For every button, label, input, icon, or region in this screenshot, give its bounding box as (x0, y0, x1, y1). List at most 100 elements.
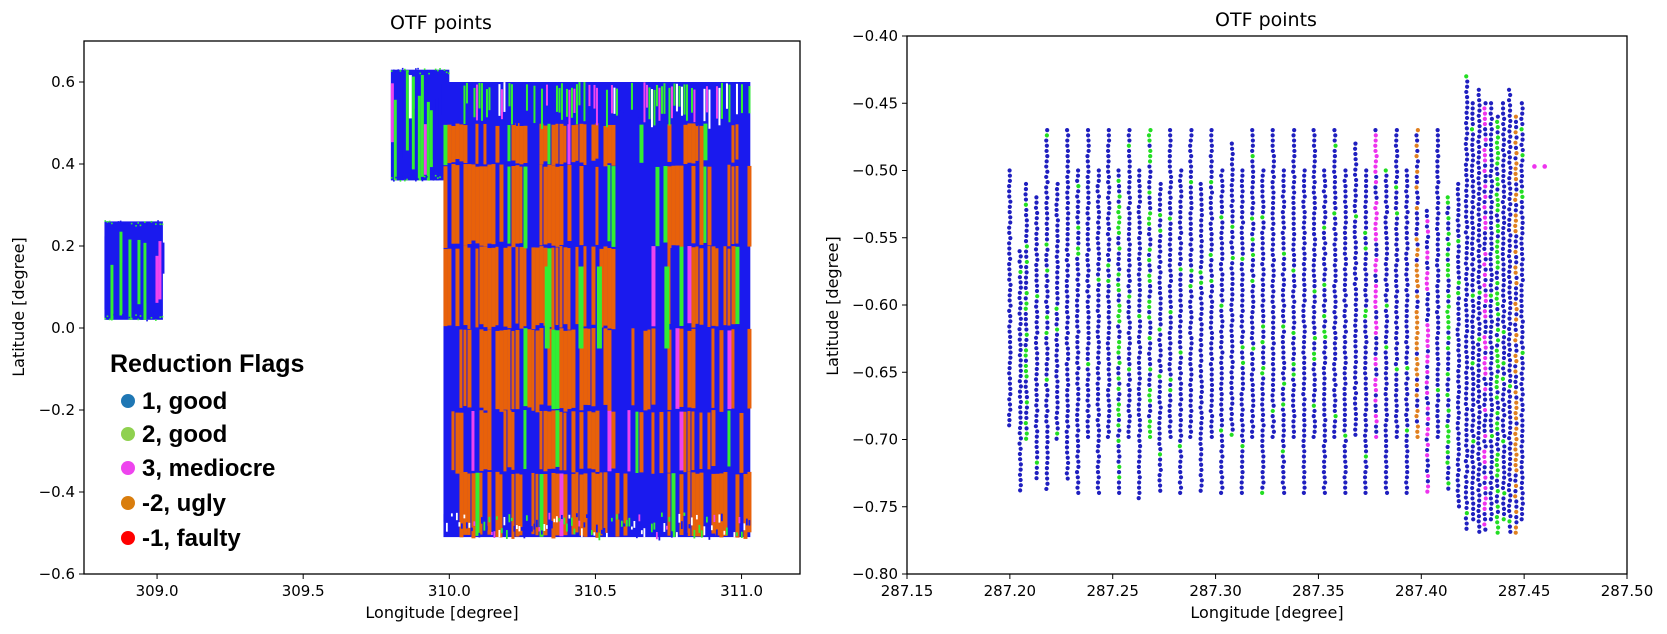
scatter-point (1446, 408, 1451, 413)
scatter-point (1405, 246, 1410, 251)
scatter-point (1096, 340, 1101, 345)
scatter-point (1229, 354, 1234, 359)
scatter-point (1435, 434, 1440, 440)
scatter-point (1302, 241, 1307, 246)
scan-line-26 (1260, 168, 1266, 495)
scatter-point (1044, 164, 1049, 169)
scatter-point (1148, 325, 1153, 330)
scatter-point (1508, 373, 1513, 378)
scatter-point (1219, 464, 1224, 469)
scatter-point (1514, 348, 1519, 353)
scatter-point (1495, 530, 1500, 535)
scatter-point (1414, 180, 1420, 185)
scatter-point (1424, 437, 1429, 442)
scatter-point (1291, 195, 1296, 200)
scan-point (570, 517, 573, 526)
scatter-point (1281, 173, 1286, 178)
scatter-point (1383, 199, 1388, 204)
scatter-point (1209, 336, 1215, 341)
scatter-point (1465, 448, 1470, 453)
scatter-point (1482, 454, 1487, 459)
scatter-point (1363, 444, 1368, 449)
scatter-point (1470, 111, 1475, 116)
scatter-point (1210, 299, 1215, 304)
scatter-point (1095, 355, 1101, 360)
scatter-point (1476, 150, 1482, 155)
scatter-point (1291, 341, 1296, 346)
scatter-point (1342, 199, 1348, 204)
scatter-point (1240, 444, 1245, 449)
scatter-point (1291, 252, 1297, 258)
scatter-point (1343, 355, 1348, 360)
scatter-point (1373, 226, 1378, 232)
scatter-point (1219, 267, 1224, 272)
scatter-point (1312, 310, 1317, 315)
scatter-point (1477, 285, 1482, 290)
scatter-point (1455, 457, 1461, 462)
scan-line-8 (1074, 168, 1081, 495)
scatter-point (1007, 189, 1012, 194)
scan-strip (563, 82, 566, 117)
scan-point (513, 525, 516, 532)
scatter-point (1332, 211, 1337, 216)
scan-point (543, 524, 546, 531)
scatter-point (1178, 329, 1183, 334)
scatter-point (1188, 164, 1194, 169)
scatter-point (1342, 376, 1348, 381)
scatter-point (1034, 236, 1039, 242)
scatter-point (1342, 371, 1347, 376)
scatter-point (1488, 251, 1493, 257)
scatter-point (1096, 178, 1101, 183)
scan-strip (547, 328, 552, 406)
scan-strip (648, 87, 651, 120)
scan-strip (493, 84, 496, 107)
scatter-point (1424, 385, 1429, 390)
scatter-point (1024, 405, 1030, 410)
scatter-point (1415, 429, 1420, 434)
scatter-point (1035, 210, 1040, 216)
scatter-point (1495, 473, 1500, 478)
scan-strip (408, 75, 412, 119)
scan-line-11 (1105, 128, 1112, 440)
scan-strip (667, 124, 672, 162)
scatter-point (1302, 418, 1307, 423)
scatter-point (1034, 434, 1039, 439)
scatter-point (1095, 371, 1101, 376)
scatter-point (1147, 398, 1153, 403)
scatter-point (1489, 241, 1494, 246)
scan-strip (543, 410, 548, 472)
scatter-point (1044, 367, 1050, 372)
scatter-point (1405, 423, 1410, 428)
scatter-point (1445, 387, 1451, 392)
legend-label: -1, faulty (142, 525, 241, 552)
scatter-point (1302, 366, 1307, 371)
scatter-point (1373, 143, 1378, 148)
scatter-point (1095, 402, 1100, 407)
scatter-point (1519, 241, 1524, 246)
scatter-point (1513, 473, 1518, 478)
scatter-point (1332, 424, 1337, 429)
x-tick-label: 287.50 (1601, 582, 1654, 600)
scatter-point (1363, 470, 1368, 475)
scatter-point (1034, 439, 1039, 444)
scan-point (406, 178, 408, 181)
scatter-point (1404, 308, 1409, 313)
scatter-point (1323, 267, 1328, 272)
scatter-point (1107, 362, 1112, 367)
scatter-point (1065, 372, 1070, 377)
scatter-point (1471, 506, 1476, 511)
scan-strip (647, 329, 651, 410)
scatter-point (1281, 324, 1286, 329)
scatter-point (1477, 462, 1482, 467)
scatter-point (1501, 454, 1506, 459)
scatter-point (1126, 284, 1131, 289)
scatter-point (1333, 258, 1338, 263)
scan-point (445, 522, 448, 532)
scatter-point (1464, 349, 1469, 355)
scatter-point (1127, 414, 1132, 419)
y-tick-label: −0.75 (852, 498, 898, 516)
scan-strip (591, 124, 596, 161)
scatter-point (1199, 421, 1204, 426)
scatter-point (1507, 326, 1512, 332)
scatter-point (1209, 138, 1214, 143)
